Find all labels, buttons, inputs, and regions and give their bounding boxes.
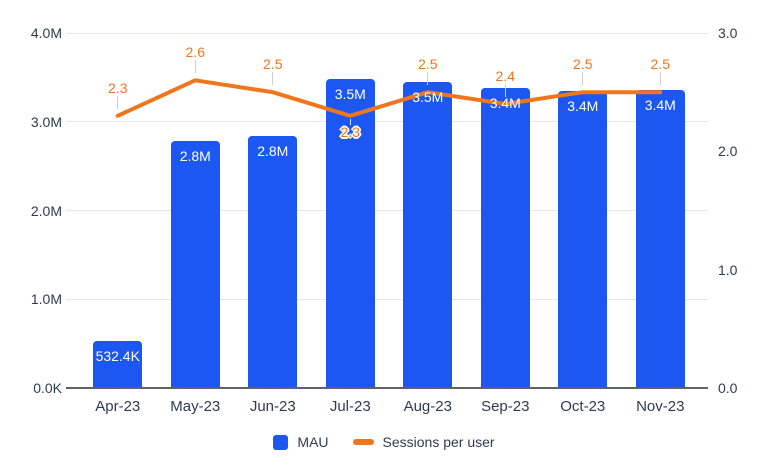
x-axis-label: May-23: [170, 398, 221, 415]
mau-bar-label: 3.4M: [644, 96, 676, 113]
mau-bar-label: 2.8M: [257, 142, 289, 159]
x-axis-baseline: [66, 387, 708, 389]
sessions-line-path: [115, 78, 663, 118]
mau-bar-label: 2.8M: [179, 148, 211, 165]
mau-bar-label: 532.4K: [95, 347, 140, 364]
mau-bar-label: 3.4M: [567, 97, 599, 114]
right-axis-tick-label: 2.0: [718, 143, 738, 160]
left-axis-tick-label: 3.0M: [30, 113, 62, 130]
legend-label-mau: MAU: [297, 434, 329, 450]
sessions-point-label: 2.3: [340, 123, 360, 140]
left-axis-tick-label: 1.0M: [30, 291, 62, 308]
label-callout: [349, 118, 351, 125]
label-callout: [427, 72, 429, 86]
label-callout: [582, 72, 584, 86]
right-axis-tick-label: 3.0: [718, 25, 738, 41]
x-axis-label: Jun-23: [249, 398, 296, 415]
left-axis-tick-label: 0.0K: [33, 380, 62, 396]
right-axis-tick-label: 1.0: [718, 261, 738, 278]
mau-bar[interactable]: [170, 141, 220, 388]
mau-bar[interactable]: [558, 90, 608, 388]
legend-item-sessions[interactable]: Sessions per user: [352, 434, 495, 450]
mau-bar[interactable]: [248, 135, 298, 388]
sessions-point-label: 2.4: [495, 68, 515, 84]
sessions-point-label: 2.5: [573, 56, 593, 73]
left-axis-tick-label: 2.0M: [30, 202, 62, 219]
x-axis-label: Jul-23: [329, 398, 371, 415]
legend-label-sessions: Sessions per user: [382, 434, 495, 450]
mau-bar[interactable]: [93, 340, 143, 388]
label-callout: [659, 72, 661, 86]
legend: MAU Sessions per user: [0, 434, 768, 450]
x-axis-label: Apr-23: [95, 398, 141, 415]
gridline: [66, 32, 708, 34]
x-axis-label: Sep-23: [481, 398, 530, 415]
x-axis-label: Aug-23: [403, 398, 452, 415]
label-callout: [504, 84, 506, 97]
legend-swatch-mau-icon: [273, 434, 289, 450]
x-axis-label: Oct-23: [560, 398, 606, 415]
gridline: [66, 210, 708, 211]
sessions-point-label: 2.6: [185, 44, 205, 61]
mau-bar-label: 3.5M: [412, 88, 444, 105]
sessions-point-label: 2.5: [418, 56, 438, 73]
gridline: [66, 298, 708, 300]
mau-bar[interactable]: [325, 79, 375, 388]
sessions-point-label: 2.5: [263, 56, 283, 73]
label-callout: [117, 95, 119, 109]
label-callout: [272, 72, 274, 86]
x-axis-label: Nov-23: [636, 398, 685, 415]
right-axis-tick-label: 0.0: [718, 380, 738, 396]
left-axis-tick-label: 4.0M: [30, 25, 62, 41]
label-callout: [194, 60, 196, 74]
sessions-point-label: 2.3: [108, 79, 128, 96]
mau-bar[interactable]: [480, 88, 530, 388]
mau-bar[interactable]: [403, 81, 453, 388]
gridline: [66, 121, 708, 123]
legend-item-mau[interactable]: MAU: [273, 434, 329, 450]
mau-bar-label: 3.5M: [334, 86, 366, 103]
mau-bar[interactable]: [635, 89, 685, 388]
legend-swatch-sessions-line-icon: [352, 439, 374, 445]
mau-bar-label: 3.4M: [489, 95, 521, 112]
sessions-point-label: 2.5: [650, 56, 670, 73]
